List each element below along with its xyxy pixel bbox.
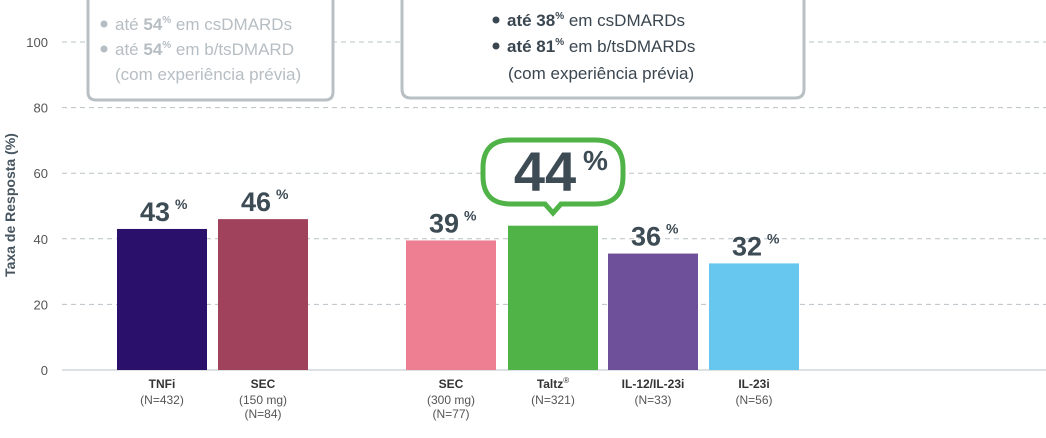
bar-value-unit: % bbox=[175, 196, 188, 212]
y-tick-label: 20 bbox=[34, 297, 48, 312]
callout-left-line2: até 54% em b/tsDMARD bbox=[115, 40, 294, 59]
x-tick-label: SEC bbox=[439, 377, 464, 391]
x-tick-label: SEC bbox=[251, 377, 276, 391]
bar-value-labels: 43% 46 %39 %44 %36 %32% bbox=[140, 137, 780, 261]
highlight-bubble bbox=[480, 137, 626, 217]
bullet-icon bbox=[492, 42, 500, 50]
x-tick-sublabel: (150 mg) bbox=[239, 393, 287, 407]
y-tick-label: 100 bbox=[26, 35, 48, 50]
callout-right-line2: até 81% em b/tsDMARDs bbox=[507, 37, 695, 56]
y-tick-label: 60 bbox=[34, 166, 48, 181]
x-tick-label: IL-12/IL-23i bbox=[622, 377, 685, 391]
x-tick-sublabel: (N=56) bbox=[735, 393, 772, 407]
y-tick-label: 80 bbox=[34, 101, 48, 116]
bar-value-unit: % bbox=[276, 186, 289, 202]
bar-il-12-il-23i bbox=[608, 253, 698, 370]
bar-sec bbox=[406, 240, 496, 370]
bullet-icon bbox=[492, 16, 500, 24]
x-tick-sublabel: (N=321) bbox=[531, 393, 575, 407]
x-tick-sublabel: (N=432) bbox=[140, 393, 184, 407]
x-tick-sublabel: (N=77) bbox=[432, 407, 469, 421]
bar-value-unit: % bbox=[767, 230, 780, 246]
x-tick-sublabel: (N=84) bbox=[244, 407, 281, 421]
bar-tnfi bbox=[117, 228, 207, 370]
x-axis-categories: TNFi(N=432)SEC(150 mg)(N=84)SEC(300 mg)(… bbox=[140, 376, 772, 421]
y-axis-label: Taxa de Resposta (%) bbox=[2, 133, 18, 277]
bar-value-label: 39 bbox=[429, 208, 459, 238]
x-tick-label: TNFi bbox=[149, 377, 176, 391]
callout-right-line3: (com experiência prévia) bbox=[508, 64, 694, 83]
callout-box-left: até 54% em csDMARDs até 54% em b/tsDMARD… bbox=[86, 0, 335, 102]
bar-value-label: 36 bbox=[631, 222, 661, 252]
y-tick-label: 40 bbox=[34, 232, 48, 247]
callout-box-right: até 38% em csDMARDs até 81% em b/tsDMARD… bbox=[400, 0, 806, 100]
y-tick-label: 0 bbox=[41, 363, 48, 378]
bar-sec bbox=[218, 219, 308, 370]
bar-value-label: 46 bbox=[241, 187, 271, 217]
callout-left-line1: até 54% em csDMARDs bbox=[115, 15, 292, 34]
bullet-icon bbox=[100, 20, 108, 28]
y-axis-ticks: 0 20 40 60 80 100 bbox=[26, 35, 48, 378]
callout-left-line3: (com experiência prévia) bbox=[115, 65, 301, 84]
bullet-icon bbox=[100, 45, 108, 53]
bar-value-unit: % bbox=[666, 221, 679, 237]
bar-value-unit: % bbox=[583, 145, 608, 176]
bar-value-label: 32 bbox=[732, 231, 762, 261]
callout-right-line1: até 38% em csDMARDs bbox=[507, 11, 685, 30]
x-tick-label: Taltz® bbox=[537, 376, 569, 391]
bars bbox=[117, 219, 799, 370]
bar-taltz bbox=[508, 225, 598, 370]
bar-value-label: 43 bbox=[140, 197, 170, 227]
x-tick-sublabel: (N=33) bbox=[634, 393, 671, 407]
x-tick-label: IL-23i bbox=[738, 377, 769, 391]
x-tick-sublabel: (300 mg) bbox=[427, 393, 475, 407]
bar-value-label: 44 bbox=[514, 140, 576, 203]
bar-il-23i bbox=[709, 263, 799, 370]
bar-value-unit: % bbox=[464, 207, 477, 223]
